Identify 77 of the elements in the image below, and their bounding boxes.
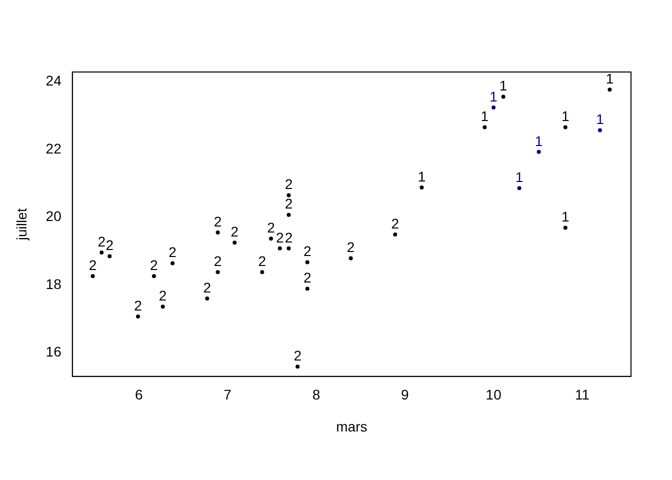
text: 2 xyxy=(284,229,293,246)
text: 2 xyxy=(98,233,106,250)
y-axis-title: juillet xyxy=(13,208,30,242)
y-tick-label: 22 xyxy=(46,140,62,156)
text: 2 xyxy=(230,224,239,240)
text: 2 xyxy=(303,243,312,260)
point xyxy=(536,150,541,154)
point xyxy=(136,314,140,318)
text: 1 xyxy=(499,78,508,94)
point xyxy=(90,274,95,278)
point xyxy=(598,128,602,132)
text: 2 xyxy=(391,215,400,232)
text: 2 xyxy=(134,297,142,314)
x-tick-label: 9 xyxy=(400,386,409,403)
point xyxy=(278,246,282,250)
text: 2 xyxy=(276,229,284,246)
text: 2 xyxy=(158,288,167,304)
y-tick-label: 20 xyxy=(46,208,62,224)
text: 2 xyxy=(284,176,293,192)
point xyxy=(305,286,310,291)
text: 2 xyxy=(294,347,302,364)
point xyxy=(563,125,568,130)
x-tick-label: 7 xyxy=(224,386,232,403)
text: 2 xyxy=(106,237,114,254)
y-tick-label: 16 xyxy=(46,344,62,360)
point xyxy=(152,274,156,278)
series-label: 1 xyxy=(534,132,543,149)
point xyxy=(108,254,112,258)
point xyxy=(286,246,291,250)
point xyxy=(393,232,398,237)
text: 2 xyxy=(214,252,222,269)
point xyxy=(492,106,496,110)
point xyxy=(232,240,237,245)
point xyxy=(216,270,220,274)
point xyxy=(216,230,220,234)
point xyxy=(286,212,291,217)
text: 1 xyxy=(480,108,489,124)
x-tick-label: 6 xyxy=(134,386,143,403)
text: 2 xyxy=(258,252,266,269)
text: 2 xyxy=(150,257,158,274)
text: 2 xyxy=(303,270,312,286)
point xyxy=(501,94,506,99)
point xyxy=(268,236,273,241)
x-tick-label: 11 xyxy=(574,386,590,403)
series-label: 2 xyxy=(284,196,293,212)
point xyxy=(260,270,264,274)
point xyxy=(420,185,424,190)
point xyxy=(160,304,165,309)
point xyxy=(100,250,104,254)
point xyxy=(608,88,612,92)
point xyxy=(286,193,291,198)
text: 2 xyxy=(214,213,222,230)
point xyxy=(482,125,487,130)
point xyxy=(348,256,353,260)
text: 1 xyxy=(418,168,426,184)
x-axis-title: mars xyxy=(336,418,368,434)
x-tick-label: 8 xyxy=(312,386,320,403)
text: 2 xyxy=(346,239,355,256)
text: 1 xyxy=(490,88,498,104)
x-tick-label: 10 xyxy=(486,386,502,403)
text: 2 xyxy=(203,279,212,296)
text: 1 xyxy=(606,70,614,86)
y-tick-label: 24 xyxy=(46,72,62,89)
y-tick-label: 18 xyxy=(46,276,62,292)
series-label: 1 xyxy=(561,208,570,225)
point xyxy=(205,296,210,301)
text: 1 xyxy=(515,169,524,185)
text: 2 xyxy=(88,257,97,274)
text: 2 xyxy=(168,244,176,260)
text: 1 xyxy=(596,111,604,128)
text: 1 xyxy=(561,108,570,124)
point xyxy=(305,260,310,264)
point xyxy=(563,226,568,230)
text: 2 xyxy=(267,219,275,236)
point xyxy=(170,261,175,266)
point xyxy=(296,364,300,369)
point xyxy=(517,186,522,190)
